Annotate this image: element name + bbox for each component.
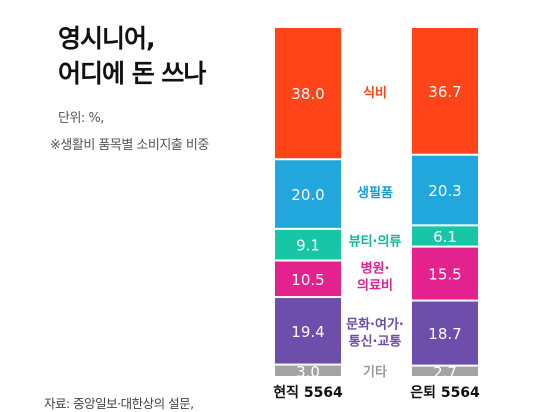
data-label: 18.7	[428, 325, 461, 343]
data-label: 9.1	[296, 237, 320, 255]
title-line-2: 어디에 돈 쓰나	[58, 58, 206, 88]
legend-label: 기타	[363, 364, 387, 380]
bar-segment	[412, 301, 478, 365]
basis-note: ※생활비 품목별 소비지출 비중	[50, 138, 209, 153]
unit-note: 단위: %,	[58, 111, 104, 126]
legend-label: 병원·	[361, 261, 390, 277]
data-label: 19.4	[291, 323, 324, 341]
category-label: 현직 5564	[273, 384, 343, 401]
source-note: 자료: 중앙일보·대한상의 설문,	[44, 396, 194, 411]
legend-label: 뷰티·의류	[349, 233, 402, 249]
legend-label: 생필품	[357, 186, 393, 201]
data-label: 6.1	[433, 228, 457, 246]
bar-segment	[412, 155, 478, 225]
data-label: 10.5	[291, 271, 324, 289]
data-label: 20.0	[291, 186, 324, 204]
title-line-1: 영시니어,	[58, 24, 156, 53]
bar-segment	[275, 28, 341, 159]
legend-label: 통신·교통	[349, 334, 402, 349]
bar-segment	[275, 298, 341, 364]
data-label: 38.0	[291, 85, 324, 103]
data-label: 15.5	[428, 266, 461, 284]
bar-segment	[275, 365, 341, 376]
legend-label: 식비	[363, 85, 387, 101]
data-label: 36.7	[428, 83, 461, 101]
category-label: 은퇴 5564	[410, 385, 480, 401]
page-title: 영시니어, 어디에 돈 쓰나	[58, 22, 206, 91]
legend-label: 문화·여가·	[346, 316, 404, 332]
data-label: 20.3	[428, 182, 461, 200]
data-label: 2.7	[433, 363, 457, 381]
bar-segment	[412, 247, 478, 300]
data-label: 3.0	[296, 363, 320, 381]
bar-segment	[275, 261, 341, 297]
bar-segment	[412, 226, 478, 246]
bar-segment	[412, 28, 478, 154]
bar-segment	[412, 366, 478, 376]
legend-label: 의료비	[357, 278, 393, 294]
bar-segment	[275, 160, 341, 228]
bar-segment	[275, 229, 341, 260]
